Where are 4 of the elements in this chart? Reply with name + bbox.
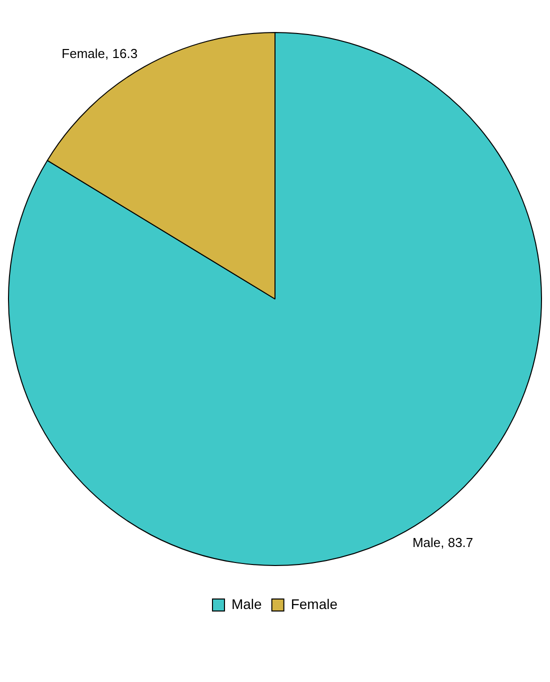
legend-label: Female	[290, 596, 338, 612]
data-label: Female, 16.3	[62, 46, 138, 62]
data-label: Male, 83.7	[412, 535, 474, 550]
legend-label: Male	[231, 596, 262, 612]
